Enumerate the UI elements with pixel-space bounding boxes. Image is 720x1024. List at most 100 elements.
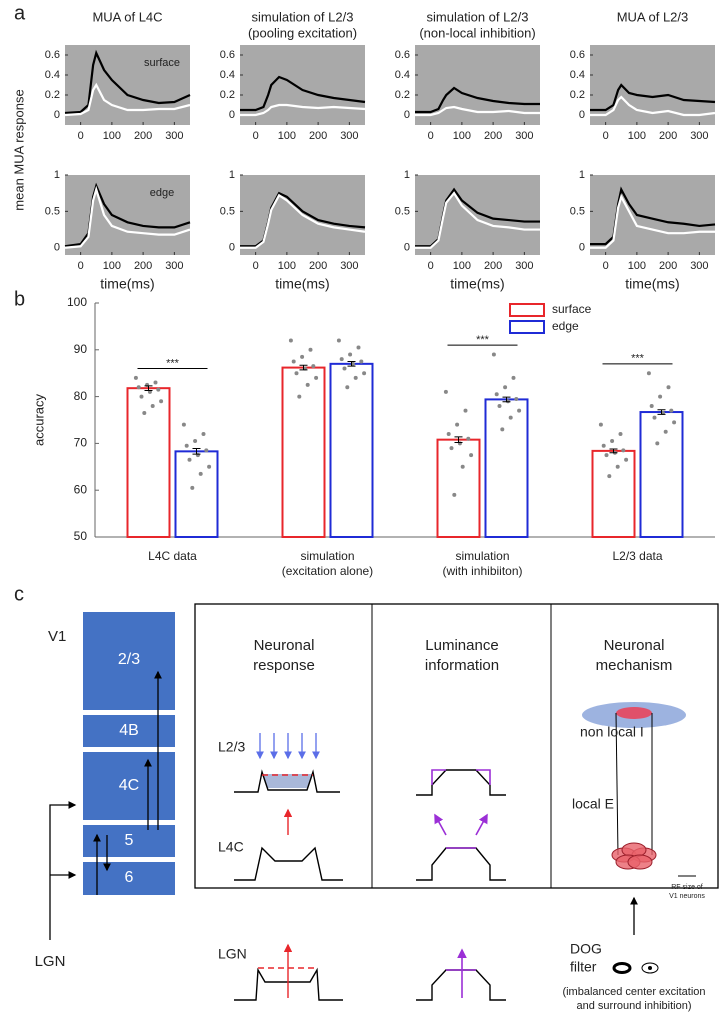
line-series: [64, 49, 191, 115]
data-point: [207, 464, 212, 469]
y-tick-label: 0: [404, 242, 410, 254]
x-tick-label: 300: [165, 130, 183, 142]
mechanism-label: non local I: [580, 724, 644, 740]
y-tick-label: 80: [74, 389, 88, 403]
data-point: [604, 453, 609, 458]
x-tick-label: 0: [78, 130, 84, 142]
x-tick-label: 200: [659, 260, 677, 272]
data-point: [491, 352, 496, 357]
data-point: [150, 403, 155, 408]
y-tick-label: 0: [579, 109, 585, 121]
data-point: [201, 432, 206, 437]
column-heading: information: [425, 657, 499, 674]
legend-swatch: [509, 303, 545, 317]
data-point: [139, 394, 144, 399]
chart-title: MUA of L2/3: [617, 9, 689, 24]
luminance-edges: [431, 769, 491, 998]
excitation-field: [616, 707, 652, 719]
filter-label: filter: [570, 959, 597, 975]
bar: [436, 438, 481, 539]
data-point: [463, 408, 468, 413]
data-point: [658, 394, 663, 399]
layer: [83, 612, 175, 710]
line-series: [415, 86, 540, 114]
box: [194, 603, 719, 889]
chart-title: (non-local inhibition): [419, 25, 535, 40]
data-point: [153, 380, 158, 385]
data-point: [297, 394, 302, 399]
y-tick-label: 1: [54, 169, 60, 181]
line-series: [240, 75, 366, 112]
x-tick-label: L4C data: [148, 549, 197, 563]
line-series: [590, 83, 716, 112]
y-tick-label: 1: [404, 169, 410, 181]
significance-label: ***: [631, 353, 645, 365]
data-point: [497, 403, 502, 408]
panel-label: c: [14, 583, 24, 605]
data-point: [508, 415, 513, 420]
error-bar: [192, 448, 201, 455]
y-axis-label: accuracy: [31, 393, 46, 446]
line-series: [64, 182, 191, 248]
data-point: [607, 474, 612, 479]
data-point: [649, 403, 654, 408]
data-point: [193, 439, 198, 444]
plot-background: [590, 175, 715, 255]
x-tick-label: 100: [628, 260, 646, 272]
data-point: [353, 375, 358, 380]
data-point: [136, 385, 141, 390]
y-tick-label: 0: [229, 109, 235, 121]
x-tick-label: 300: [515, 130, 533, 142]
y-tick-label: 0.5: [570, 205, 585, 217]
x-tick-label: 300: [340, 260, 358, 272]
filter-note: (imbalanced center excitation: [562, 986, 705, 998]
y-tick-label: 0.4: [45, 69, 60, 81]
y-tick-label: 0.2: [395, 89, 410, 101]
layer-label: 2/3: [118, 651, 140, 668]
data-point: [159, 399, 164, 404]
x-tick-label: 100: [453, 130, 471, 142]
data-point: [652, 415, 657, 420]
y-tick-label: 1: [579, 169, 585, 181]
x-tick-label: 0: [603, 260, 609, 272]
data-point: [443, 389, 448, 394]
rf-cluster: [611, 842, 657, 870]
x-tick-label: 200: [484, 130, 502, 142]
bar: [639, 411, 684, 539]
chart-title: simulation of L2/3: [427, 9, 529, 24]
column-heading: response: [253, 657, 315, 674]
data-point: [339, 357, 344, 362]
x-tick-label: 0: [253, 130, 259, 142]
layer-label: 4C: [119, 777, 139, 794]
chart-title: MUA of L4C: [92, 9, 162, 24]
x-tick-label: (excitation alone): [282, 564, 373, 578]
layer: [83, 752, 175, 820]
row-label: L2/3: [218, 739, 245, 755]
x-tick-label: 300: [515, 260, 533, 272]
column-heading: mechanism: [596, 657, 673, 674]
data-point: [666, 385, 671, 390]
data-point: [449, 446, 454, 451]
significance-label: ***: [166, 357, 180, 369]
data-point: [308, 347, 313, 352]
data-point: [469, 453, 474, 458]
data-point: [156, 387, 161, 392]
line-series: [64, 82, 191, 117]
x-tick-label: 100: [103, 130, 121, 142]
panel-label: b: [14, 288, 25, 310]
y-tick-label: 90: [74, 342, 88, 356]
data-point: [466, 436, 471, 441]
line-series: [590, 186, 716, 246]
y-tick-label: 0.6: [570, 49, 585, 61]
data-point: [288, 338, 293, 343]
data-point: [615, 464, 620, 469]
data-point: [187, 457, 192, 462]
data-point: [601, 443, 606, 448]
bar: [174, 450, 219, 538]
x-axis-label: time(ms): [450, 276, 504, 292]
column-heading: Neuronal: [604, 637, 665, 654]
line-series: [590, 95, 716, 117]
data-point: [494, 392, 499, 397]
y-tick-label: 0: [404, 109, 410, 121]
data-point: [336, 338, 341, 343]
